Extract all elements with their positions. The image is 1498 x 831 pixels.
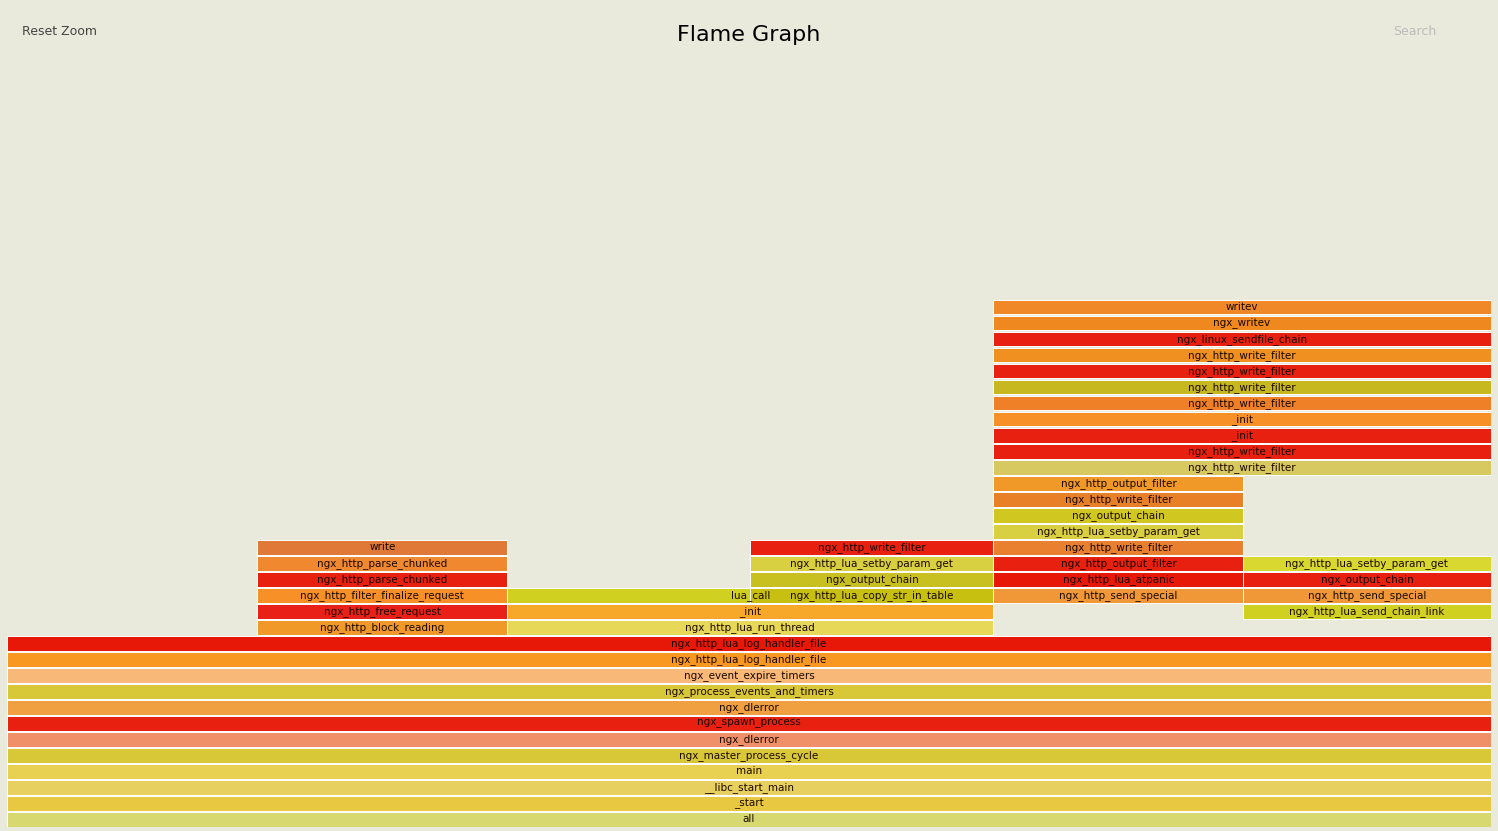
Text: __libc_start_main: __libc_start_main (704, 782, 794, 793)
Text: ngx_spawn_process: ngx_spawn_process (697, 718, 801, 729)
FancyBboxPatch shape (993, 476, 1243, 490)
Text: ngx_http_parse_chunked: ngx_http_parse_chunked (318, 558, 448, 568)
FancyBboxPatch shape (7, 812, 1491, 827)
Text: ngx_http_lua_atpanic: ngx_http_lua_atpanic (1062, 574, 1174, 585)
FancyBboxPatch shape (7, 780, 1491, 794)
FancyBboxPatch shape (750, 572, 993, 587)
Text: ngx_http_write_filter: ngx_http_write_filter (1188, 366, 1296, 376)
FancyBboxPatch shape (7, 748, 1491, 763)
Text: _init: _init (740, 606, 761, 617)
Text: ngx_http_write_filter: ngx_http_write_filter (818, 542, 926, 553)
FancyBboxPatch shape (993, 380, 1491, 395)
Text: ngx_linux_sendfile_chain: ngx_linux_sendfile_chain (1177, 333, 1308, 345)
FancyBboxPatch shape (7, 716, 1491, 730)
Text: ngx_http_lua_setby_param_get: ngx_http_lua_setby_param_get (1037, 526, 1200, 537)
FancyBboxPatch shape (508, 620, 993, 635)
FancyBboxPatch shape (993, 396, 1491, 411)
Text: lua_call: lua_call (731, 590, 770, 601)
Text: ngx_http_send_special: ngx_http_send_special (1308, 590, 1426, 601)
Text: ngx_http_lua_run_thread: ngx_http_lua_run_thread (686, 622, 815, 632)
FancyBboxPatch shape (993, 492, 1243, 507)
Text: ngx_http_output_filter: ngx_http_output_filter (1061, 558, 1176, 568)
FancyBboxPatch shape (750, 588, 993, 602)
Text: ngx_http_write_filter: ngx_http_write_filter (1065, 494, 1173, 504)
Text: _start: _start (734, 799, 764, 809)
FancyBboxPatch shape (7, 700, 1491, 715)
Text: ngx_http_free_request: ngx_http_free_request (324, 606, 440, 617)
FancyBboxPatch shape (993, 347, 1491, 362)
Text: ngx_http_write_filter: ngx_http_write_filter (1188, 462, 1296, 473)
FancyBboxPatch shape (750, 540, 993, 554)
Text: ngx_http_output_filter: ngx_http_output_filter (1061, 478, 1176, 489)
Text: ngx_http_lua_log_handler_file: ngx_http_lua_log_handler_file (671, 638, 827, 649)
Text: ngx_http_write_filter: ngx_http_write_filter (1188, 350, 1296, 361)
Text: ngx_http_write_filter: ngx_http_write_filter (1188, 445, 1296, 456)
Text: ngx_http_send_special: ngx_http_send_special (1059, 590, 1177, 601)
FancyBboxPatch shape (7, 764, 1491, 779)
FancyBboxPatch shape (258, 572, 508, 587)
FancyBboxPatch shape (7, 636, 1491, 651)
FancyBboxPatch shape (993, 428, 1491, 442)
Text: ngx_master_process_cycle: ngx_master_process_cycle (680, 750, 818, 761)
Text: ngx_http_lua_log_handler_file: ngx_http_lua_log_handler_file (671, 654, 827, 665)
Text: ngx_http_lua_send_chain_link: ngx_http_lua_send_chain_link (1290, 606, 1444, 617)
Text: ngx_http_write_filter: ngx_http_write_filter (1188, 381, 1296, 392)
FancyBboxPatch shape (993, 300, 1491, 314)
FancyBboxPatch shape (993, 508, 1243, 523)
FancyBboxPatch shape (993, 444, 1491, 459)
Text: Search: Search (1393, 25, 1437, 38)
FancyBboxPatch shape (508, 604, 993, 618)
Text: ngx_http_filter_finalize_request: ngx_http_filter_finalize_request (301, 590, 464, 601)
FancyBboxPatch shape (993, 460, 1491, 475)
Text: ngx_writev: ngx_writev (1213, 317, 1270, 328)
Text: ngx_http_lua_copy_str_in_table: ngx_http_lua_copy_str_in_table (791, 590, 954, 601)
FancyBboxPatch shape (258, 588, 508, 602)
FancyBboxPatch shape (993, 364, 1491, 378)
Text: main: main (736, 766, 762, 776)
Text: _init: _init (1231, 414, 1252, 425)
FancyBboxPatch shape (258, 540, 508, 554)
FancyBboxPatch shape (993, 524, 1243, 538)
FancyBboxPatch shape (7, 732, 1491, 747)
FancyBboxPatch shape (993, 316, 1491, 331)
FancyBboxPatch shape (258, 620, 508, 635)
Text: all: all (743, 814, 755, 824)
Text: ngx_dlerror: ngx_dlerror (719, 734, 779, 745)
FancyBboxPatch shape (1243, 588, 1491, 602)
Text: Reset Zoom: Reset Zoom (22, 25, 97, 38)
FancyBboxPatch shape (7, 796, 1491, 811)
Text: ngx_http_parse_chunked: ngx_http_parse_chunked (318, 574, 448, 585)
FancyBboxPatch shape (750, 556, 993, 571)
Text: ngx_dlerror: ngx_dlerror (719, 702, 779, 713)
Text: ngx_http_lua_setby_param_get: ngx_http_lua_setby_param_get (791, 558, 953, 568)
FancyBboxPatch shape (993, 556, 1243, 571)
FancyBboxPatch shape (258, 604, 508, 618)
FancyBboxPatch shape (1243, 604, 1491, 618)
FancyBboxPatch shape (508, 588, 993, 602)
Text: ngx_event_expire_timers: ngx_event_expire_timers (683, 670, 815, 681)
Text: ngx_process_events_and_timers: ngx_process_events_and_timers (665, 686, 833, 697)
Text: ngx_http_block_reading: ngx_http_block_reading (321, 622, 445, 632)
FancyBboxPatch shape (258, 556, 508, 571)
FancyBboxPatch shape (7, 684, 1491, 699)
FancyBboxPatch shape (993, 540, 1243, 554)
FancyBboxPatch shape (7, 652, 1491, 666)
Text: ngx_http_write_filter: ngx_http_write_filter (1065, 542, 1173, 553)
Text: _init: _init (1231, 430, 1252, 440)
Text: ngx_output_chain: ngx_output_chain (1073, 509, 1165, 521)
FancyBboxPatch shape (993, 572, 1243, 587)
FancyBboxPatch shape (993, 588, 1243, 602)
Text: Flame Graph: Flame Graph (677, 25, 821, 45)
FancyBboxPatch shape (1243, 556, 1491, 571)
Text: ngx_output_chain: ngx_output_chain (825, 574, 918, 585)
FancyBboxPatch shape (1243, 572, 1491, 587)
FancyBboxPatch shape (7, 668, 1491, 683)
Text: ngx_output_chain: ngx_output_chain (1321, 574, 1413, 585)
Text: ngx_http_lua_setby_param_get: ngx_http_lua_setby_param_get (1285, 558, 1449, 568)
FancyBboxPatch shape (993, 411, 1491, 426)
FancyBboxPatch shape (993, 332, 1491, 347)
Text: writev: writev (1225, 302, 1258, 312)
Text: write: write (369, 543, 395, 553)
Text: ngx_http_write_filter: ngx_http_write_filter (1188, 398, 1296, 409)
